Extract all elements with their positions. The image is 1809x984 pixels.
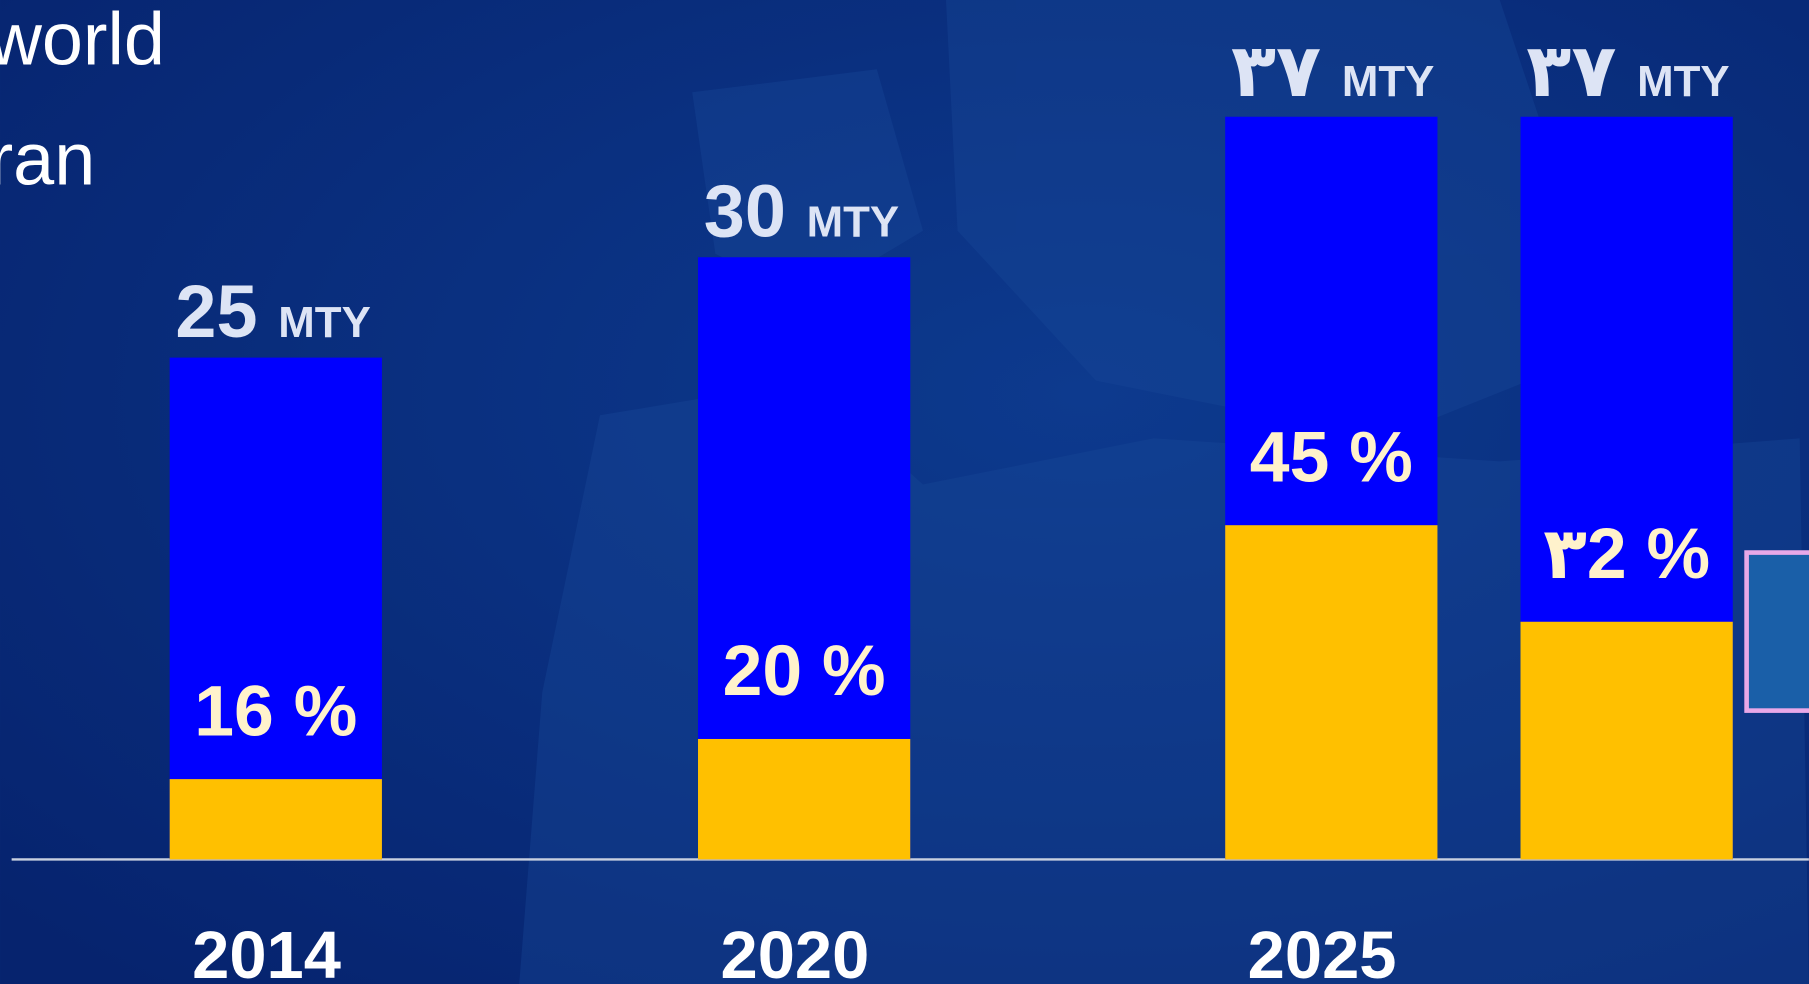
x-tick-label: 2020 [721, 918, 870, 984]
total-value: 30 [704, 169, 786, 252]
total-value: ۳۷ [1526, 29, 1616, 112]
x-tick-label: 2014 [192, 918, 341, 984]
heading-line: world [0, 0, 165, 81]
total-unit: MTY [278, 298, 371, 347]
heading-line: ran [0, 118, 95, 201]
share-label: ۳2 % [1543, 514, 1710, 594]
share-label: 45 % [1250, 417, 1413, 497]
share-label: 20 % [723, 631, 886, 711]
total-label: 25 MTY [175, 270, 370, 353]
bar-share [169, 779, 382, 860]
total-value: 25 [175, 270, 257, 353]
bar-share [698, 738, 911, 860]
total-unit: MTY [1342, 57, 1435, 106]
total-label: ۳۷ MTY [1231, 29, 1434, 112]
total-label: ۳۷ MTY [1526, 29, 1729, 112]
bar-share [1520, 621, 1733, 860]
total-label: 30 MTY [704, 169, 899, 252]
bar-share [1225, 525, 1438, 860]
side-box [1744, 550, 1809, 713]
x-tick-label: 2025 [1248, 918, 1397, 984]
share-label: 16 % [194, 671, 357, 751]
bar-total [169, 357, 382, 860]
total-unit: MTY [1637, 57, 1730, 106]
total-value: ۳۷ [1231, 29, 1321, 112]
total-unit: MTY [807, 197, 900, 246]
